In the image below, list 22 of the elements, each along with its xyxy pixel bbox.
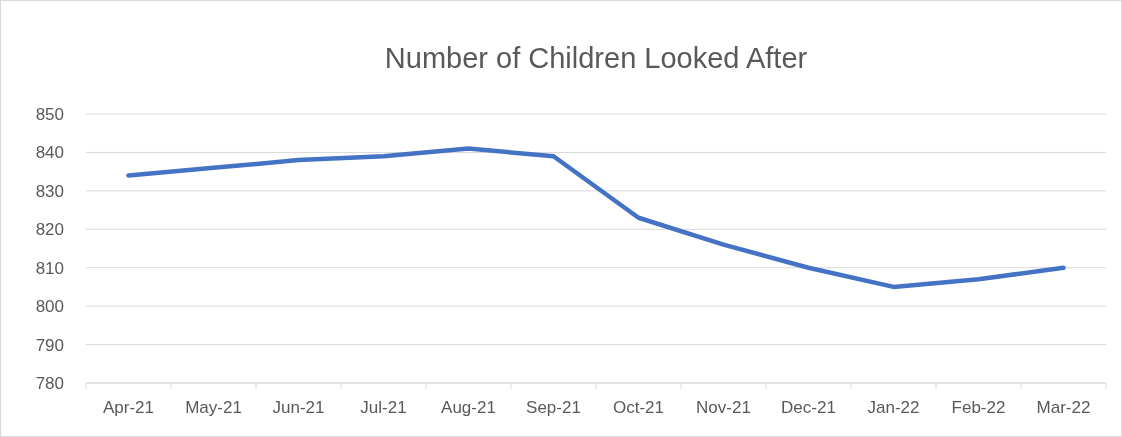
chart-title: Number of Children Looked After xyxy=(384,42,808,74)
x-tick-label: Apr-21 xyxy=(102,398,155,417)
x-tick-label: Jan-22 xyxy=(867,398,920,417)
x-tick-label: Nov-21 xyxy=(696,398,751,417)
line-series xyxy=(126,146,1066,290)
y-tick-label: 830 xyxy=(35,181,64,201)
y-tick-label: 810 xyxy=(35,258,64,278)
y-tick-label: 840 xyxy=(35,143,64,163)
x-tick-label: Sep-21 xyxy=(526,398,581,417)
x-tick-label: Aug-21 xyxy=(441,398,496,417)
x-tick-label: Jun-21 xyxy=(272,398,325,417)
y-tick-label: 850 xyxy=(35,104,64,124)
y-tick-label: 790 xyxy=(35,335,64,355)
x-tick-label: May-21 xyxy=(185,398,242,417)
x-tick-label: Mar-22 xyxy=(1036,398,1091,417)
x-tick-label: Oct-21 xyxy=(612,398,665,417)
x-tick-label: Feb-22 xyxy=(951,398,1006,417)
y-tick-label: 820 xyxy=(35,220,64,240)
y-tick-label: 780 xyxy=(35,373,64,393)
x-tick-label: Dec-21 xyxy=(781,398,836,417)
x-tick-label: Jul-21 xyxy=(360,398,407,417)
y-tick-label: 800 xyxy=(35,297,64,317)
